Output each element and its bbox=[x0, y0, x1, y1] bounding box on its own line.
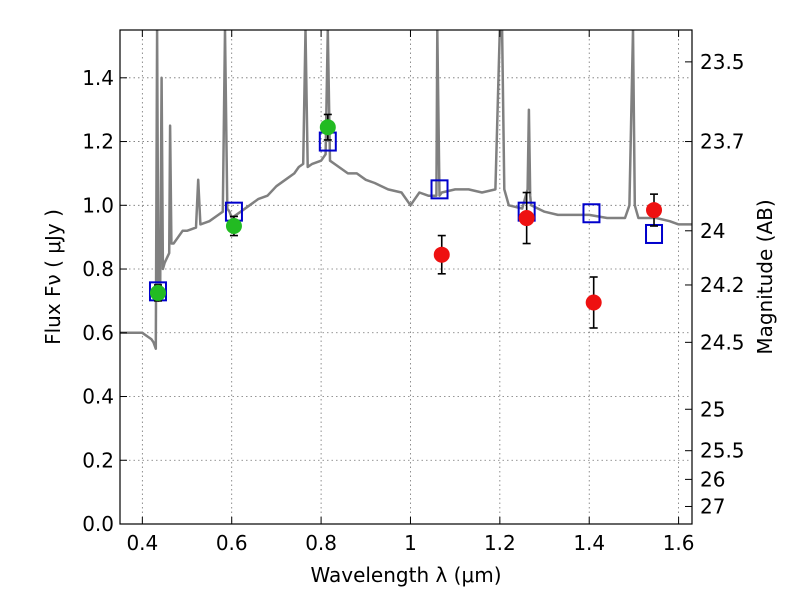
spectrum-layer bbox=[120, 30, 692, 350]
y-tick-label: 0.6 bbox=[82, 321, 114, 345]
spectrum-line bbox=[120, 30, 692, 350]
model-square-marker bbox=[645, 223, 664, 244]
right-tick-label: 25.5 bbox=[700, 439, 745, 463]
green-data-point bbox=[319, 119, 336, 136]
right-tick-label: 24.2 bbox=[700, 273, 745, 297]
y-axis-label-right: Magnitude (AB) bbox=[753, 199, 777, 354]
plot-frame bbox=[119, 29, 693, 525]
red-data-point bbox=[518, 210, 535, 227]
red-data-point bbox=[646, 202, 663, 219]
x-tick-label: 1.2 bbox=[484, 531, 516, 555]
right-tick-label: 23.7 bbox=[700, 130, 745, 154]
x-tick-label: 1.4 bbox=[573, 531, 605, 555]
red-data-point bbox=[433, 246, 450, 263]
right-tick-label: 23.5 bbox=[700, 50, 745, 74]
y-tick-label: 0.8 bbox=[82, 257, 114, 281]
model-square-marker bbox=[430, 179, 449, 200]
right-tick-label: 25 bbox=[700, 397, 725, 421]
y-tick-label: 1.0 bbox=[82, 193, 114, 217]
right-tick-label: 24.5 bbox=[700, 330, 745, 354]
green-data-point bbox=[225, 218, 242, 235]
right-tick-label: 26 bbox=[700, 467, 725, 491]
red-data-point bbox=[585, 294, 602, 311]
x-tick-label: 1 bbox=[404, 531, 417, 555]
axis-ticks: 0.4 0.6 0.8 1 1.2 1.4 1.6 0.0 0.2 0.4 0.6 0.8 1.0 1.2… bbox=[82, 30, 745, 555]
y-tick-label: 1.4 bbox=[82, 66, 114, 90]
x-axis-label: Wavelength λ (μm) bbox=[310, 563, 501, 587]
right-tick-label: 27 bbox=[700, 494, 725, 518]
y-tick-label: 0.4 bbox=[82, 385, 114, 409]
model-square-marker bbox=[582, 203, 601, 224]
right-tick-label: 24 bbox=[700, 219, 725, 243]
grid-lines bbox=[120, 30, 692, 525]
y-axis-label-left: Flux Fν ( μJy ) bbox=[41, 209, 65, 345]
y-tick-label: 0.0 bbox=[82, 512, 114, 536]
green-data-point bbox=[149, 284, 166, 301]
x-tick-label: 0.8 bbox=[305, 531, 337, 555]
x-tick-label: 0.6 bbox=[216, 531, 248, 555]
x-tick-label: 0.4 bbox=[126, 531, 158, 555]
y-tick-label: 0.2 bbox=[82, 448, 114, 472]
x-tick-label: 1.6 bbox=[663, 531, 695, 555]
marker-layer bbox=[148, 113, 664, 329]
y-tick-label: 1.2 bbox=[82, 130, 114, 154]
